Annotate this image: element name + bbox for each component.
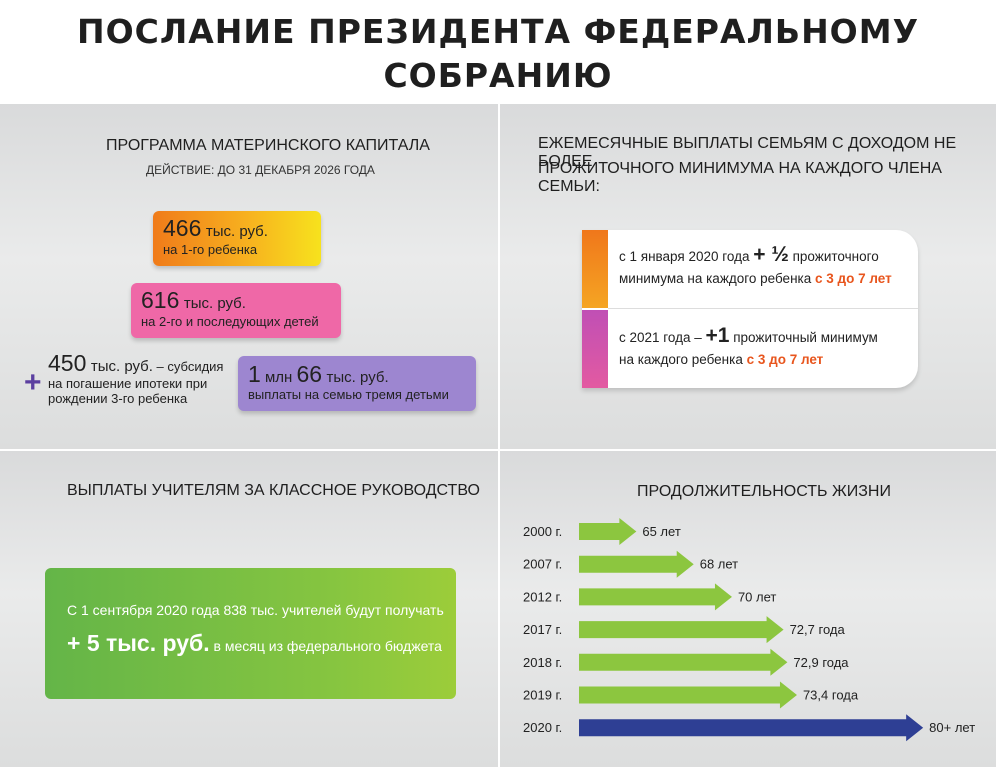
second-child-card: 616 тыс. руб. на 2-го и последующих дете…	[131, 283, 341, 338]
mortgage-line-2: на погашение ипотеки при	[48, 376, 208, 391]
teachers-amount: + 5 тыс. руб.	[67, 630, 210, 656]
teachers-rest: в месяц из федерального бюджета	[209, 638, 442, 654]
three-children-desc: выплаты на семью тремя детьми	[248, 387, 449, 402]
first-child-unit: тыс. руб.	[205, 223, 268, 240]
monthly-row-2: с 2021 года – +1 прожиточный минимум на …	[619, 325, 878, 371]
second-child-amount: 616	[141, 287, 180, 313]
teachers-title: ВЫПЛАТЫ УЧИТЕЛЯМ ЗА КЛАССНОЕ РУКОВОДСТВО	[67, 482, 480, 499]
mortgage-rest: – субсидия	[152, 359, 224, 374]
plus-icon: +	[24, 366, 42, 399]
three-children-card: 1 млн 66 тыс. руб. выплаты на семью трем…	[238, 356, 476, 411]
page-title-line-1: ПОСЛАНИЕ ПРЕЗИДЕНТА ФЕДЕРАЛЬНОМУ СОБРАНИ…	[76, 12, 920, 95]
row1-highlight: с 3 до 7 лет	[815, 271, 892, 286]
monthly-title-line-2: ПРОЖИТОЧНОГО МИНИМУМА НА КАЖДОГО ЧЛЕНА С…	[538, 160, 942, 195]
monthly-title-line-1: ЕЖЕМЕСЯЧНЫЕ ВЫПЛАТЫ СЕМЬЯМ С ДОХОДОМ НЕ …	[538, 135, 957, 170]
first-child-amount: 466	[163, 215, 202, 241]
card-divider	[608, 308, 918, 309]
page-header: ПОСЛАНИЕ ПРЕЗИДЕНТА ФЕДЕРАЛЬНОМУ СОБРАНИ…	[0, 0, 996, 139]
three-children-mid: млн	[260, 369, 297, 386]
mortgage-unit: тыс. руб.	[90, 358, 153, 375]
row2-line-2: на каждого ребенка	[619, 352, 747, 367]
orange-strip	[582, 230, 608, 308]
mortgage-line-3: рождении 3-го ребенка	[48, 391, 188, 406]
mortgage-subsidy: 450 тыс. руб. – субсидия на погашение ип…	[48, 350, 223, 406]
row1-pre: с 1 января 2020 года	[619, 249, 754, 264]
life-title: ПРОДОЛЖИТЕЛЬНОСТЬ ЖИЗНИ	[637, 483, 891, 500]
three-children-num-2: 66	[296, 361, 323, 387]
row1-line-2: минимума на каждого ребенка	[619, 271, 815, 286]
second-child-desc: на 2-го и последующих детей	[141, 314, 319, 329]
pink-strip	[582, 310, 608, 388]
row2-symbol: +1	[705, 324, 730, 347]
monthly-payments-card	[582, 230, 918, 388]
mortgage-amount: 450	[48, 350, 87, 376]
maternity-subtitle: ДЕЙСТВИЕ: ДО 31 ДЕКАБРЯ 2026 ГОДА	[146, 163, 375, 177]
maternity-title: ПРОГРАММА МАТЕРИНСКОГО КАПИТАЛА	[106, 137, 430, 154]
teachers-line-1: С 1 сентября 2020 года 838 тыс. учителей…	[67, 602, 444, 618]
teachers-card: С 1 сентября 2020 года 838 тыс. учителей…	[45, 568, 456, 699]
row1-symbol: + ½	[753, 243, 789, 266]
row1-post: прожиточного	[788, 249, 879, 264]
second-child-unit: тыс. руб.	[183, 295, 246, 312]
row2-highlight: с 3 до 7 лет	[746, 352, 824, 367]
monthly-row-1: с 1 января 2020 года + ½ прожиточного ми…	[619, 244, 892, 290]
first-child-desc: на 1-го ребенка	[163, 242, 258, 257]
three-children-num-1: 1	[248, 361, 261, 387]
three-children-unit: тыс. руб.	[326, 369, 389, 386]
row2-pre: с 2021 года –	[619, 330, 706, 345]
first-child-card: 466 тыс. руб. на 1-го ребенка	[153, 211, 321, 266]
row2-post: прожиточный минимум	[729, 330, 878, 345]
